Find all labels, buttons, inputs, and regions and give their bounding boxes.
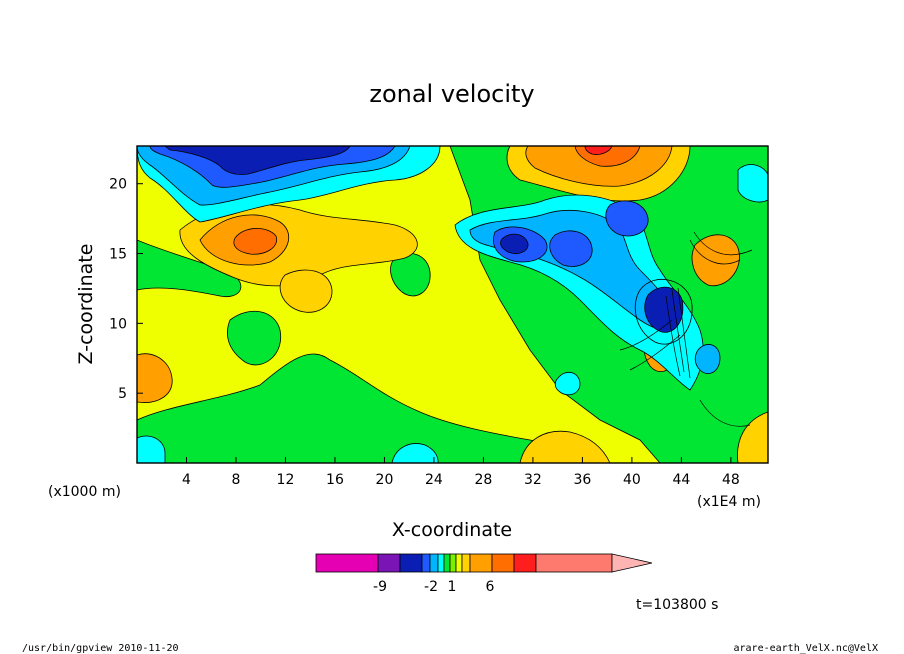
colorbar-labels: -9 -2 1 6 <box>373 579 495 595</box>
blue-blob-right <box>549 230 593 267</box>
colorbar-tick-label: -9 <box>373 579 387 595</box>
y-tick-label: 10 <box>109 316 127 332</box>
colorbar-segment <box>421 553 431 573</box>
vortex-contours <box>619 231 753 427</box>
plot-frame <box>136 145 769 464</box>
footer-right: arare-earth_VelX.nc@VelX <box>734 643 879 654</box>
x-tick-label: 44 <box>672 472 690 488</box>
time-label: t=103800 s <box>636 597 718 613</box>
colorbar-arrow <box>611 553 653 573</box>
blue-vortex-ring <box>634 279 693 345</box>
orange-deep-upper-left <box>233 227 278 255</box>
cyan-patch-bottom <box>391 443 439 463</box>
y-tick-label: 20 <box>109 177 127 193</box>
blue-blob-top-right <box>605 200 649 237</box>
colorbar <box>315 553 653 573</box>
cyan-blob-right-edge <box>737 164 768 203</box>
x-tick-label: 4 <box>182 472 191 488</box>
orange-bottom-center <box>519 430 611 463</box>
navy-region-top-left <box>164 146 351 175</box>
colorbar-segment <box>455 553 463 573</box>
footer-left: /usr/bin/gpview 2010-11-20 <box>22 643 179 654</box>
colorbar-segment <box>443 553 451 573</box>
colorbar-tick-label: 6 <box>486 579 495 595</box>
orange-blob-right-upper <box>691 234 740 287</box>
y-tick-label: 5 <box>118 386 127 402</box>
x-tick-label: 40 <box>623 472 641 488</box>
y-axis-title: Z-coordinate <box>75 244 97 365</box>
y-axis: 5 10 15 20 <box>109 177 143 402</box>
colorbar-segment <box>399 553 423 573</box>
colorbar-segment <box>491 553 515 573</box>
colorbar-segment <box>469 553 493 573</box>
colorbar-tick-label: -2 <box>424 579 438 595</box>
colorbar-segment <box>535 553 613 573</box>
x-unit-right: (x1E4 m) <box>697 494 761 510</box>
x-unit-left: (x1000 m) <box>48 484 121 500</box>
cyan-blob-bottom-right <box>554 371 581 396</box>
x-tick-label: 36 <box>573 472 591 488</box>
colorbar-segment <box>449 553 457 573</box>
x-tick-label: 8 <box>232 472 241 488</box>
colorbar-segment <box>429 553 439 573</box>
colorbar-tick-label: 1 <box>448 579 457 595</box>
orange-left-edge <box>137 353 173 403</box>
x-tick-label: 24 <box>425 472 443 488</box>
x-tick-label: 28 <box>475 472 493 488</box>
colorbar-segment <box>377 553 401 573</box>
sky-blob-lower-right <box>694 344 721 374</box>
chart-title: zonal velocity <box>369 80 534 108</box>
colorbar-segment <box>513 553 537 573</box>
colorbar-segment <box>461 553 471 573</box>
x-tick-label: 20 <box>376 472 394 488</box>
x-tick-label: 16 <box>326 472 344 488</box>
y-tick-label: 15 <box>109 247 127 263</box>
green-region-left-upper <box>137 239 242 298</box>
x-tick-label: 32 <box>524 472 542 488</box>
colorbar-segment <box>437 553 445 573</box>
contour-field <box>137 146 768 463</box>
orange-core-top-right <box>525 146 673 187</box>
green-blob-upper-right <box>390 253 431 297</box>
orange-blob-center <box>279 269 333 313</box>
green-blob-mid <box>227 311 282 366</box>
cyan-patch-left-edge <box>137 435 166 463</box>
x-axis-title: X-coordinate <box>392 519 512 541</box>
x-tick-label: 12 <box>277 472 295 488</box>
red-patch-top-right <box>584 146 613 155</box>
x-tick-label: 48 <box>722 472 740 488</box>
navy-blob-center <box>500 233 529 254</box>
x-axis: 4 8 12 16 20 24 28 32 36 40 44 48 <box>182 457 740 488</box>
colorbar-segment <box>315 553 379 573</box>
